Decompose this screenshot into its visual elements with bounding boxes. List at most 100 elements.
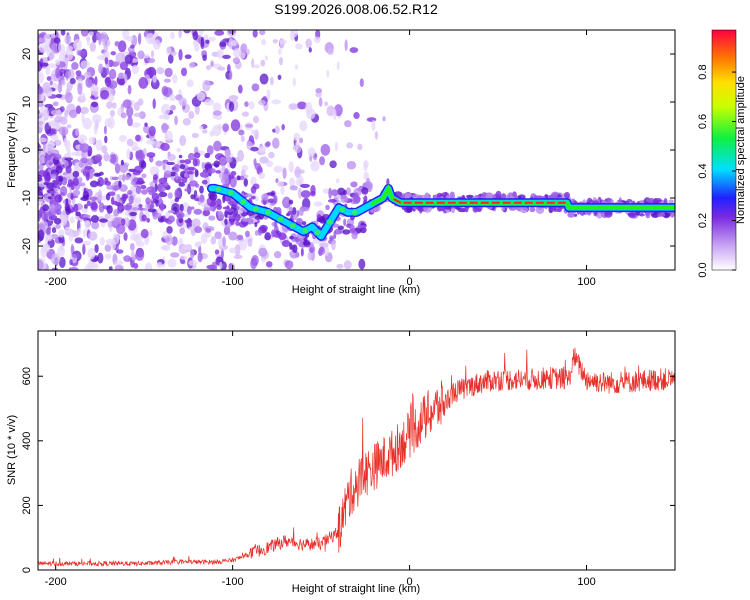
noise-blob [266,160,274,168]
ridge-halo-blob [88,196,98,201]
bottom-y-axis-ticks: 0 200 400 600 [21,367,675,573]
noise-blob [228,101,235,112]
noise-blob [308,47,312,53]
noise-blob [83,203,88,210]
ridge-halo-blob [271,229,276,238]
ridge-halo-blob [184,188,192,192]
noise-blob [77,49,87,57]
ridge-halo-blob [202,209,211,217]
noise-blob [107,93,115,103]
ridge-halo-blob [80,157,89,164]
ridge-halo-blob [501,206,505,212]
ridge-halo-blob [219,156,227,166]
noise-blob [58,68,67,74]
colorbar-label: Normalized spectral amplitude [735,76,747,224]
noise-blob [114,40,120,47]
noise-blob [214,114,223,120]
ridge-halo-blob [55,165,63,174]
top-y-tick-label: -20 [21,238,33,254]
ridge-halo-blob [140,160,147,170]
ridge-halo-blob [199,185,204,194]
noise-blob [118,72,124,78]
noise-blob [196,91,206,102]
noise-blob [91,85,99,91]
top-x-axis-label: Height of straight line (km) [292,284,420,296]
noise-blob [126,148,131,160]
noise-blob [94,243,99,254]
noise-blob [259,73,269,85]
noise-blob [105,67,110,76]
ridge-halo-blob [477,207,482,213]
ridge-halo-blob [41,212,48,222]
noise-blob [277,74,282,80]
noise-blob [172,73,178,84]
noise-blob [68,229,74,242]
snr-panel: -200 -100 0 100 0 200 400 600 Height of straig… [6,330,676,595]
ridge-halo-blob [135,185,142,195]
noise-blob [179,135,187,147]
noise-blob [300,190,311,199]
ridge-spot [251,205,260,213]
noise-blob [66,124,72,129]
noise-blob [163,78,171,83]
noise-blob [118,78,126,86]
ridge-halo-blob [50,173,57,179]
ridge-spot [264,208,273,216]
ridge-halo-blob [116,210,123,214]
ridge-halo-blob [406,205,413,213]
noise-blob [240,169,246,177]
ridge-halo-blob [289,235,295,240]
noise-blob [250,257,258,270]
noise-blob [176,147,181,153]
noise-blob [295,43,303,50]
noise-blob [289,185,298,191]
noise-blob [205,65,212,71]
ridge-halo-blob [227,200,235,205]
noise-blob [259,156,269,164]
ridge-halo-blob [167,210,176,214]
ridge-halo-blob [319,215,326,224]
noise-blob [61,79,66,86]
noise-blob [118,134,127,143]
noise-blob [103,125,107,135]
noise-blob [258,99,266,106]
noise-blob [77,82,83,95]
noise-blob [261,38,267,46]
noise-blob [85,79,93,88]
noise-blob [230,39,237,47]
ridge-halo-blob [38,210,43,214]
noise-blob [119,61,128,71]
ridge-halo-blob [58,175,64,182]
ridge-halo-blob [38,163,44,171]
noise-blob [89,41,96,52]
noise-blob [222,54,231,60]
noise-blob [131,64,139,75]
ridge-halo-blob [361,187,369,195]
noise-blob [47,226,52,231]
ridge-halo-blob [349,224,355,232]
ridge-halo-blob [300,207,310,212]
noise-blob [227,30,236,35]
noise-blob [258,146,267,154]
spectral-ridge [206,183,675,241]
ridge-halo-blob [203,169,207,173]
ridge-spot [226,189,235,197]
noise-blob [91,113,102,124]
noise-blob [160,245,168,251]
ridge-halo-blob [54,153,62,161]
noise-blob [320,143,331,156]
noise-blob [57,229,65,238]
ridge-halo-blob [122,173,126,182]
noise-blob [116,249,124,254]
noise-blob [158,114,168,120]
noise-blob [109,109,115,118]
noise-blob [170,252,180,258]
ridge-halo-blob [49,190,57,194]
ridge-halo-blob [215,170,221,174]
noise-blob [252,115,260,124]
ridge-halo-blob [190,194,196,200]
noise-blob [194,104,200,115]
noise-blob [41,243,51,253]
noise-blob [268,266,273,270]
